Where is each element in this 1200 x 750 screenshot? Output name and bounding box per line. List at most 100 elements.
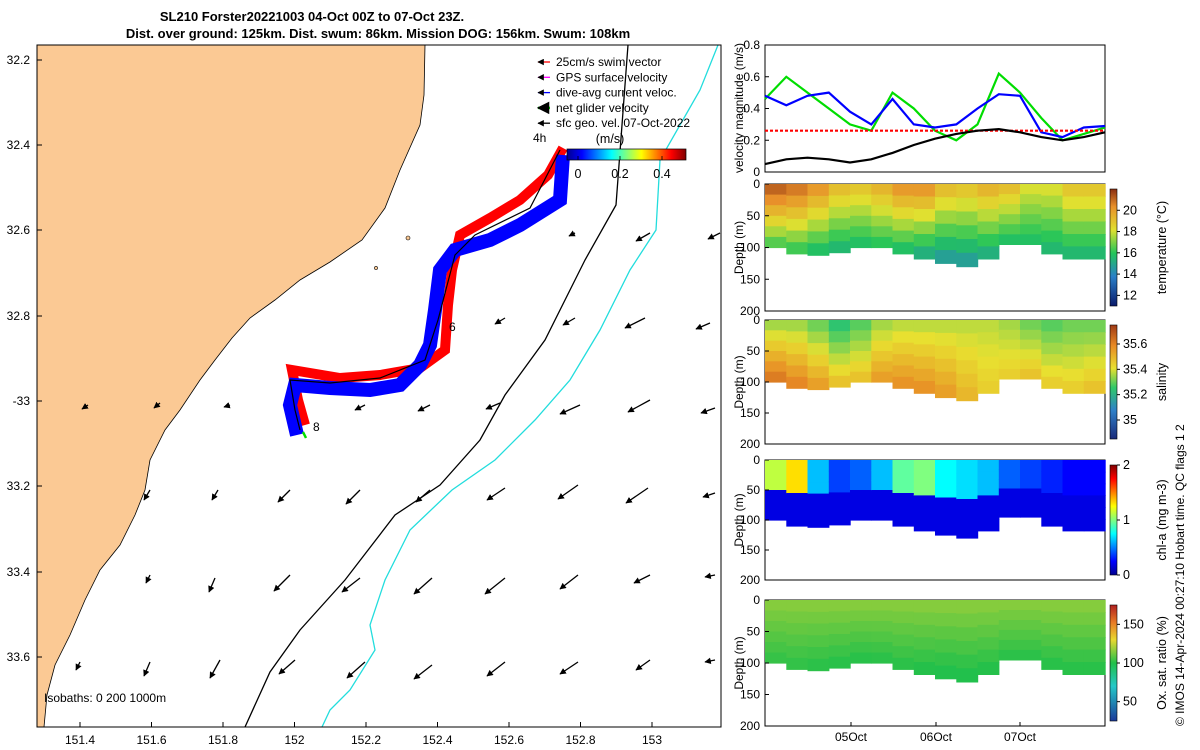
section-cell — [1041, 354, 1064, 367]
depth-tick-label: 200 — [740, 304, 760, 318]
section-cell — [765, 236, 787, 249]
section-cell — [1062, 221, 1085, 235]
velocity-arrow — [486, 661, 506, 677]
section-cell — [1083, 209, 1106, 223]
velocity-arrow — [704, 657, 716, 665]
velocity-ytick-label: 0.8 — [743, 38, 760, 52]
colorbar-tick-label: 14 — [1123, 267, 1137, 281]
section-cell — [977, 662, 1000, 675]
section-cell — [892, 504, 915, 516]
section-cell — [1083, 356, 1106, 370]
section-cell — [765, 490, 787, 501]
section-cell — [828, 206, 851, 219]
section-cell — [998, 194, 1021, 205]
section-cell — [807, 343, 830, 356]
section-cell — [828, 645, 851, 658]
velocity-arrow — [624, 317, 646, 329]
section-cell — [850, 236, 872, 249]
lon-tick-label: 151.4 — [65, 733, 95, 747]
section-cell — [828, 470, 851, 483]
section-cell — [935, 472, 957, 486]
section-cell — [765, 330, 787, 342]
section-cell — [892, 184, 915, 197]
depth-tick-label: 0 — [753, 313, 760, 327]
depth-tick-label: 0 — [753, 593, 760, 607]
section-cell — [828, 611, 851, 624]
time-tick-label: 05Oct — [835, 730, 868, 744]
section-cell — [850, 371, 872, 383]
section-cell — [892, 376, 915, 389]
velocity-arrow — [143, 661, 151, 677]
section-cell — [828, 195, 851, 208]
section-cell — [956, 387, 979, 402]
section-cell — [892, 623, 915, 636]
section-cell — [977, 221, 1000, 235]
section-cell — [935, 665, 957, 680]
section-cell — [765, 371, 787, 383]
section-cell — [956, 333, 979, 348]
depth-tick-label: 150 — [740, 406, 760, 420]
section-cell — [871, 361, 894, 373]
section-cell — [765, 226, 787, 238]
lon-tick-label: 151.6 — [136, 733, 166, 747]
section-cell — [1041, 611, 1064, 624]
velocity-arrow — [485, 402, 501, 410]
velocity-arrow — [345, 489, 361, 505]
velocity-ylabel: velocity magnitude (m/s) — [732, 43, 746, 173]
section-cell — [828, 622, 851, 635]
section-cell — [892, 600, 915, 613]
section-cell — [871, 330, 894, 342]
section-cell — [871, 340, 894, 352]
section-cell — [998, 234, 1021, 245]
section-cell — [786, 611, 809, 624]
section-cell — [956, 525, 979, 539]
section-cell — [998, 184, 1021, 195]
section-cell — [765, 510, 787, 521]
section-cell — [998, 224, 1021, 235]
lat-tick-label: 33.4 — [7, 565, 31, 579]
section-cell — [998, 498, 1021, 509]
section-cell — [828, 503, 851, 515]
lon-tick-label: 153 — [642, 733, 662, 747]
section-cell — [913, 332, 936, 345]
section-cell — [998, 359, 1021, 370]
section-cell — [1062, 483, 1085, 496]
section-cell — [998, 320, 1021, 331]
section-cell — [765, 184, 787, 196]
section-cell — [913, 381, 936, 394]
velocity-arrow — [278, 659, 296, 675]
section-cell — [1041, 195, 1064, 208]
section-cell — [1083, 637, 1106, 651]
section-cell — [935, 210, 957, 225]
section-cell — [828, 460, 851, 472]
section-cell — [1083, 234, 1106, 248]
section-cell — [850, 621, 872, 633]
section-cell — [956, 486, 979, 500]
section-cell — [1062, 184, 1085, 198]
depth-tick-label: 150 — [740, 688, 760, 702]
section-cell — [977, 234, 1000, 248]
section-cell — [807, 460, 830, 472]
lat-tick-label: 33.2 — [7, 479, 31, 493]
section-cell — [1083, 471, 1106, 485]
legend-label: dive-avg current veloc. — [556, 86, 677, 100]
section-cell — [977, 246, 1000, 260]
section-cell — [807, 207, 830, 221]
section-cell — [786, 207, 809, 220]
section-cell — [1062, 196, 1085, 210]
section-cell — [1020, 629, 1042, 641]
depth-axis-label: Depth (m) — [732, 221, 746, 274]
section-cell — [765, 480, 787, 491]
section-cell — [892, 342, 915, 355]
section-cell — [977, 471, 1000, 485]
section-cell — [1083, 483, 1106, 496]
section-cell — [850, 361, 872, 373]
section-cell — [807, 623, 830, 636]
colorbar-tick-label: 0 — [1123, 568, 1130, 582]
section-cell — [892, 493, 915, 505]
velocity-arrow — [153, 401, 161, 409]
section-cell — [956, 613, 979, 628]
section-cell — [850, 226, 872, 238]
land — [37, 45, 426, 727]
section-cell — [977, 624, 1000, 638]
